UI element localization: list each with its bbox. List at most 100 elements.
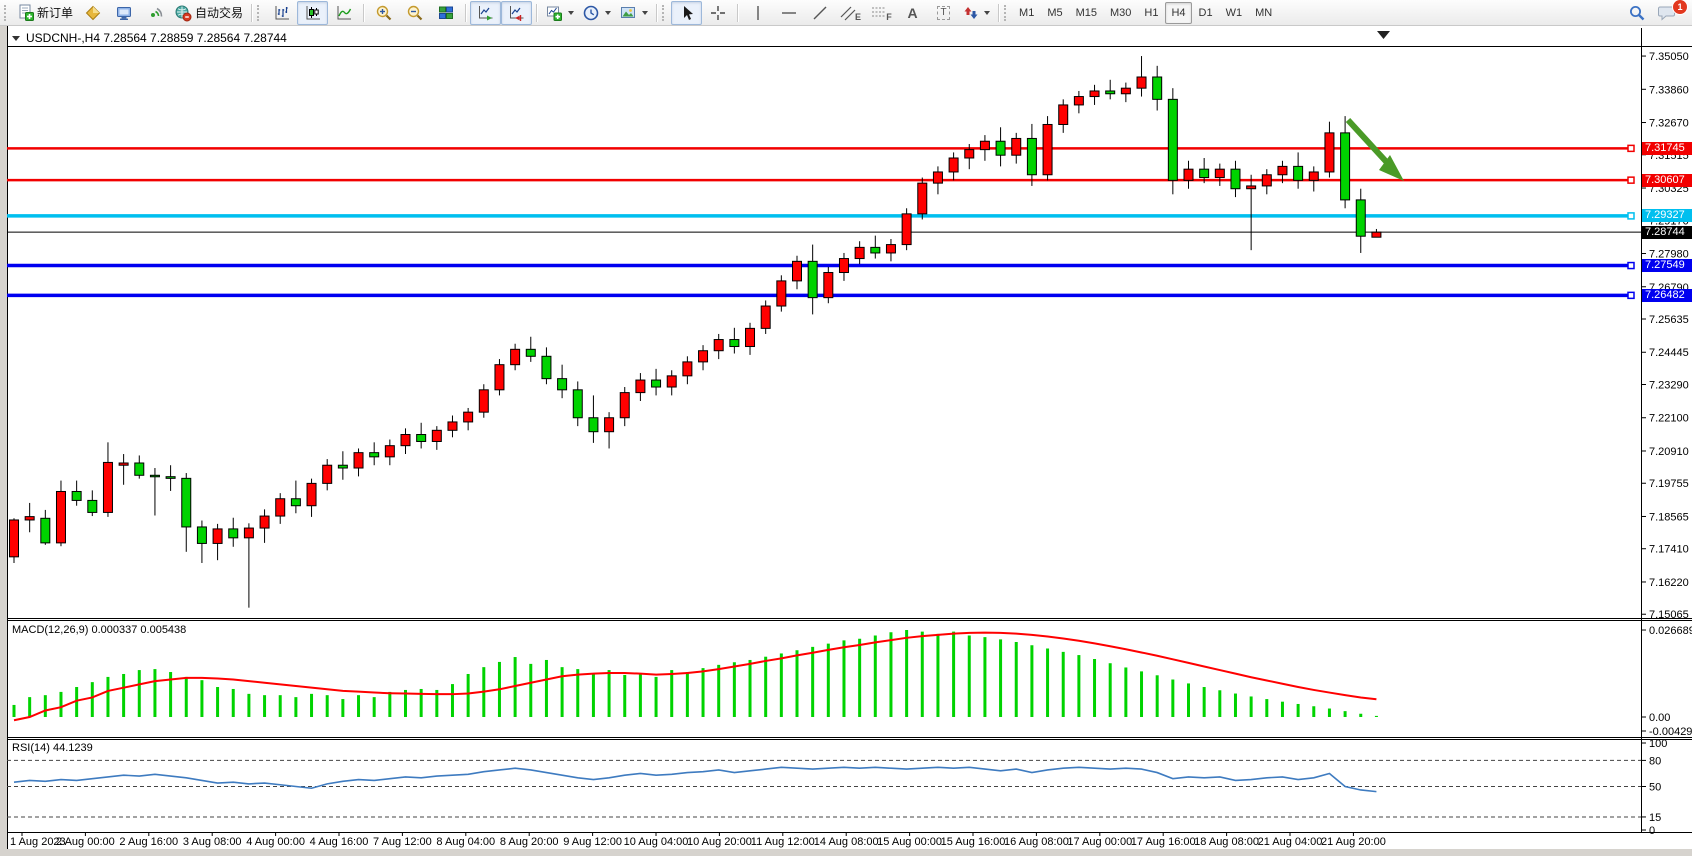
clock-icon [583, 5, 599, 20]
timeframe-m5[interactable]: M5 [1047, 6, 1063, 19]
periods-dropdown-caret [605, 10, 612, 15]
svg-text:0: 0 [1649, 825, 1655, 837]
toolbar-grip[interactable] [257, 4, 263, 21]
line-chart-button[interactable] [328, 1, 359, 25]
candle [619, 392, 630, 419]
hosting-button[interactable] [108, 1, 139, 25]
svg-text:7.16220: 7.16220 [1649, 577, 1689, 589]
candle [322, 464, 333, 484]
svg-text:7.23290: 7.23290 [1649, 380, 1689, 392]
time-axis-label: 10 Aug 04:00 [624, 836, 689, 848]
indicators-button[interactable] [541, 1, 578, 25]
chart-menu-arrow-icon[interactable] [12, 35, 20, 41]
text-button[interactable]: A [897, 1, 928, 25]
candle [9, 519, 19, 558]
candle [901, 213, 912, 246]
chart-shift-button[interactable] [501, 0, 533, 25]
candle [1042, 123, 1053, 176]
candle [1293, 165, 1304, 181]
candle [306, 482, 317, 507]
bar-chart-button[interactable] [266, 1, 297, 25]
candle [353, 452, 364, 469]
cursor-button[interactable] [671, 0, 703, 25]
autotrading-button[interactable]: 自动交易 [170, 1, 247, 25]
text-label-icon: T [937, 5, 950, 20]
time-axis-label: 21 Aug 04:00 [1258, 836, 1323, 848]
candle [588, 417, 599, 433]
candle [1246, 185, 1257, 190]
timeframe-h4[interactable]: H4 [1165, 1, 1192, 24]
separator [998, 3, 1000, 22]
candle [478, 389, 489, 413]
time-axis-label: 3 Aug 08:00 [183, 836, 242, 848]
toolbar-grip[interactable] [4, 4, 10, 21]
toolbar-grip[interactable] [662, 4, 668, 21]
horizontal-line-icon [781, 11, 796, 14]
horizontal-line-button[interactable] [773, 1, 804, 25]
auto-scroll-button[interactable] [470, 0, 502, 25]
time-axis-label: 1 Aug 2023 [10, 836, 66, 848]
search-button[interactable] [1621, 1, 1652, 25]
svg-text:7.17410: 7.17410 [1649, 544, 1689, 556]
separator [251, 3, 253, 22]
templates-dropdown-caret [642, 10, 649, 15]
svg-text:7.22100: 7.22100 [1649, 413, 1689, 425]
toolbar: 新订单 自动交易 [0, 0, 1692, 26]
price-level-tag: 7.30607 [1642, 173, 1692, 187]
arrows-button[interactable] [959, 1, 994, 25]
candle [369, 452, 380, 458]
equidistant-channel-button[interactable]: E [835, 1, 866, 25]
virtual-hosting-icon [116, 6, 131, 20]
candlestick-chart-button[interactable] [297, 0, 329, 25]
time-axis-label: 9 Aug 12:00 [563, 836, 622, 848]
timeframe-mn[interactable]: MN [1255, 6, 1273, 19]
toolbar-grip[interactable] [1004, 4, 1010, 21]
gem-button[interactable] [77, 1, 108, 25]
current-price-tag: 7.28744 [1642, 225, 1692, 239]
crosshair-button[interactable] [702, 1, 733, 25]
svg-text:-0.004299: -0.004299 [1649, 726, 1692, 738]
chart-title[interactable]: USDCNH-,H4 7.28564 7.28859 7.28564 7.287… [12, 31, 287, 45]
candle [1011, 137, 1022, 156]
candle [71, 490, 82, 501]
svg-text:7.27980: 7.27980 [1649, 249, 1689, 261]
signals-button[interactable] [139, 1, 170, 25]
candle [541, 355, 552, 380]
time-axis-label: 2 Aug 16:00 [119, 836, 178, 848]
time-axis-label: 15 Aug 16:00 [941, 836, 1006, 848]
timeframe-m15[interactable]: M15 [1075, 6, 1097, 19]
candle [1277, 165, 1288, 176]
svg-text:0.026689: 0.026689 [1649, 625, 1692, 637]
timeframe-d1[interactable]: D1 [1198, 6, 1213, 19]
svg-text:7.35050: 7.35050 [1649, 51, 1689, 63]
timeframe-m30[interactable]: M30 [1110, 6, 1132, 19]
timeframe-h1[interactable]: H1 [1144, 6, 1159, 19]
templates-button[interactable] [615, 1, 652, 25]
time-axis-label: 4 Aug 16:00 [310, 836, 369, 848]
svg-text:7.19755: 7.19755 [1649, 478, 1689, 490]
timeframe-m1[interactable]: M1 [1019, 6, 1035, 19]
vertical-line-button[interactable] [742, 1, 773, 25]
trendline-button[interactable] [804, 1, 835, 25]
notifications-button[interactable]: 1 [1652, 0, 1688, 25]
zoom-in-button[interactable] [368, 1, 399, 25]
candle [1199, 168, 1210, 179]
candle [447, 421, 458, 431]
zoom-out-button[interactable] [399, 1, 430, 25]
new-order-button[interactable]: 新订单 [13, 1, 77, 25]
separator [656, 3, 658, 22]
svg-text:7.20910: 7.20910 [1649, 446, 1689, 458]
chart-title-text: USDCNH-,H4 7.28564 7.28859 7.28564 7.287… [26, 31, 287, 45]
svg-text:15: 15 [1649, 812, 1661, 824]
time-axis-label: 8 Aug 20:00 [500, 836, 559, 848]
timeframe-w1[interactable]: W1 [1225, 6, 1243, 19]
text-label-button[interactable]: T [928, 1, 959, 25]
fibonacci-button[interactable]: F [866, 1, 897, 25]
time-axis-label: 4 Aug 00:00 [246, 836, 305, 848]
line-chart-icon [337, 5, 351, 19]
tile-windows-button[interactable] [430, 1, 461, 25]
periods-button[interactable] [578, 1, 615, 25]
candle [917, 182, 928, 215]
svg-text:7.25635: 7.25635 [1649, 314, 1689, 326]
